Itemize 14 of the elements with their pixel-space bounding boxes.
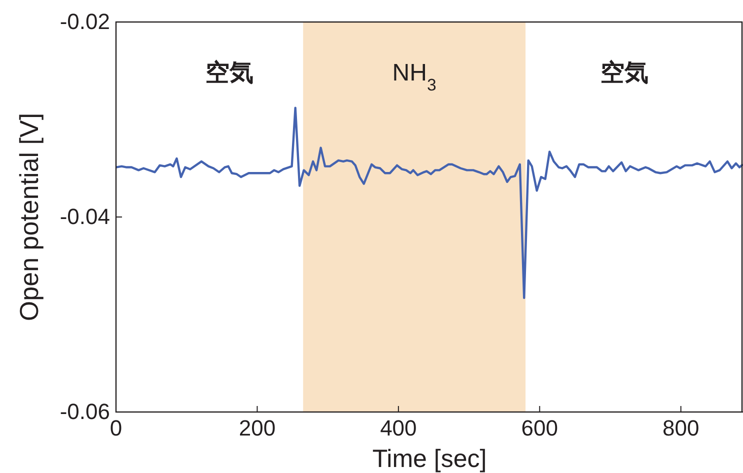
y-tick-label: -0.06 [60,399,110,424]
x-tick-label: 800 [662,416,700,441]
x-tick-label: 0 [110,416,122,441]
x-tick-label: 400 [380,416,417,441]
y-tick-label: -0.04 [60,204,110,230]
annotation: 空気 [600,59,648,86]
y-axis-title: Open potential [V] [14,112,44,322]
x-axis-title: Time [sec] [372,445,487,473]
x-tick-label: 200 [238,416,276,441]
band-label: NH$_{3}$ [392,59,436,94]
x-tick-label: 600 [521,416,558,441]
line-series [114,106,743,300]
y-tick-label: -0.02 [60,9,110,34]
annotation: 空気 [206,59,254,86]
